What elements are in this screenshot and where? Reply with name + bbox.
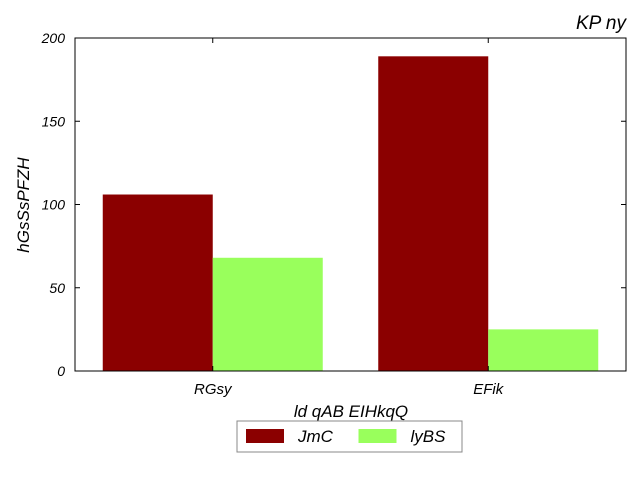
- chart-title: KP ny: [576, 13, 627, 34]
- legend-label-lyBS: lyBS: [411, 427, 447, 446]
- legend-label-JmC: JmC: [297, 427, 334, 446]
- y-tick-label: 0: [57, 363, 65, 379]
- y-axis-label: hGsSsPFZH: [14, 157, 33, 253]
- legend-swatch-JmC: [246, 429, 284, 443]
- x-tick-label: RGsy: [194, 381, 233, 398]
- ticks-layer: 0 50 100 150 200 RGsy EFik: [41, 30, 626, 398]
- bar-lyBS-EFik: [488, 329, 599, 371]
- x-axis-label: ld qAB EIHkqQ: [294, 402, 408, 421]
- y-tick-label: 100: [42, 197, 66, 213]
- y-tick-label: 200: [41, 30, 66, 46]
- bar-lyBS-RGsy: [212, 257, 323, 371]
- legend: JmC lyBS: [236, 420, 463, 453]
- legend-swatch-lyBS: [358, 429, 397, 443]
- bars-layer: [102, 56, 599, 371]
- x-tick-label: EFik: [473, 381, 505, 398]
- y-tick-label: 150: [42, 113, 66, 129]
- bar-JmC-RGsy: [102, 194, 213, 371]
- bar-JmC-EFik: [378, 56, 489, 371]
- y-tick-label: 50: [49, 280, 65, 296]
